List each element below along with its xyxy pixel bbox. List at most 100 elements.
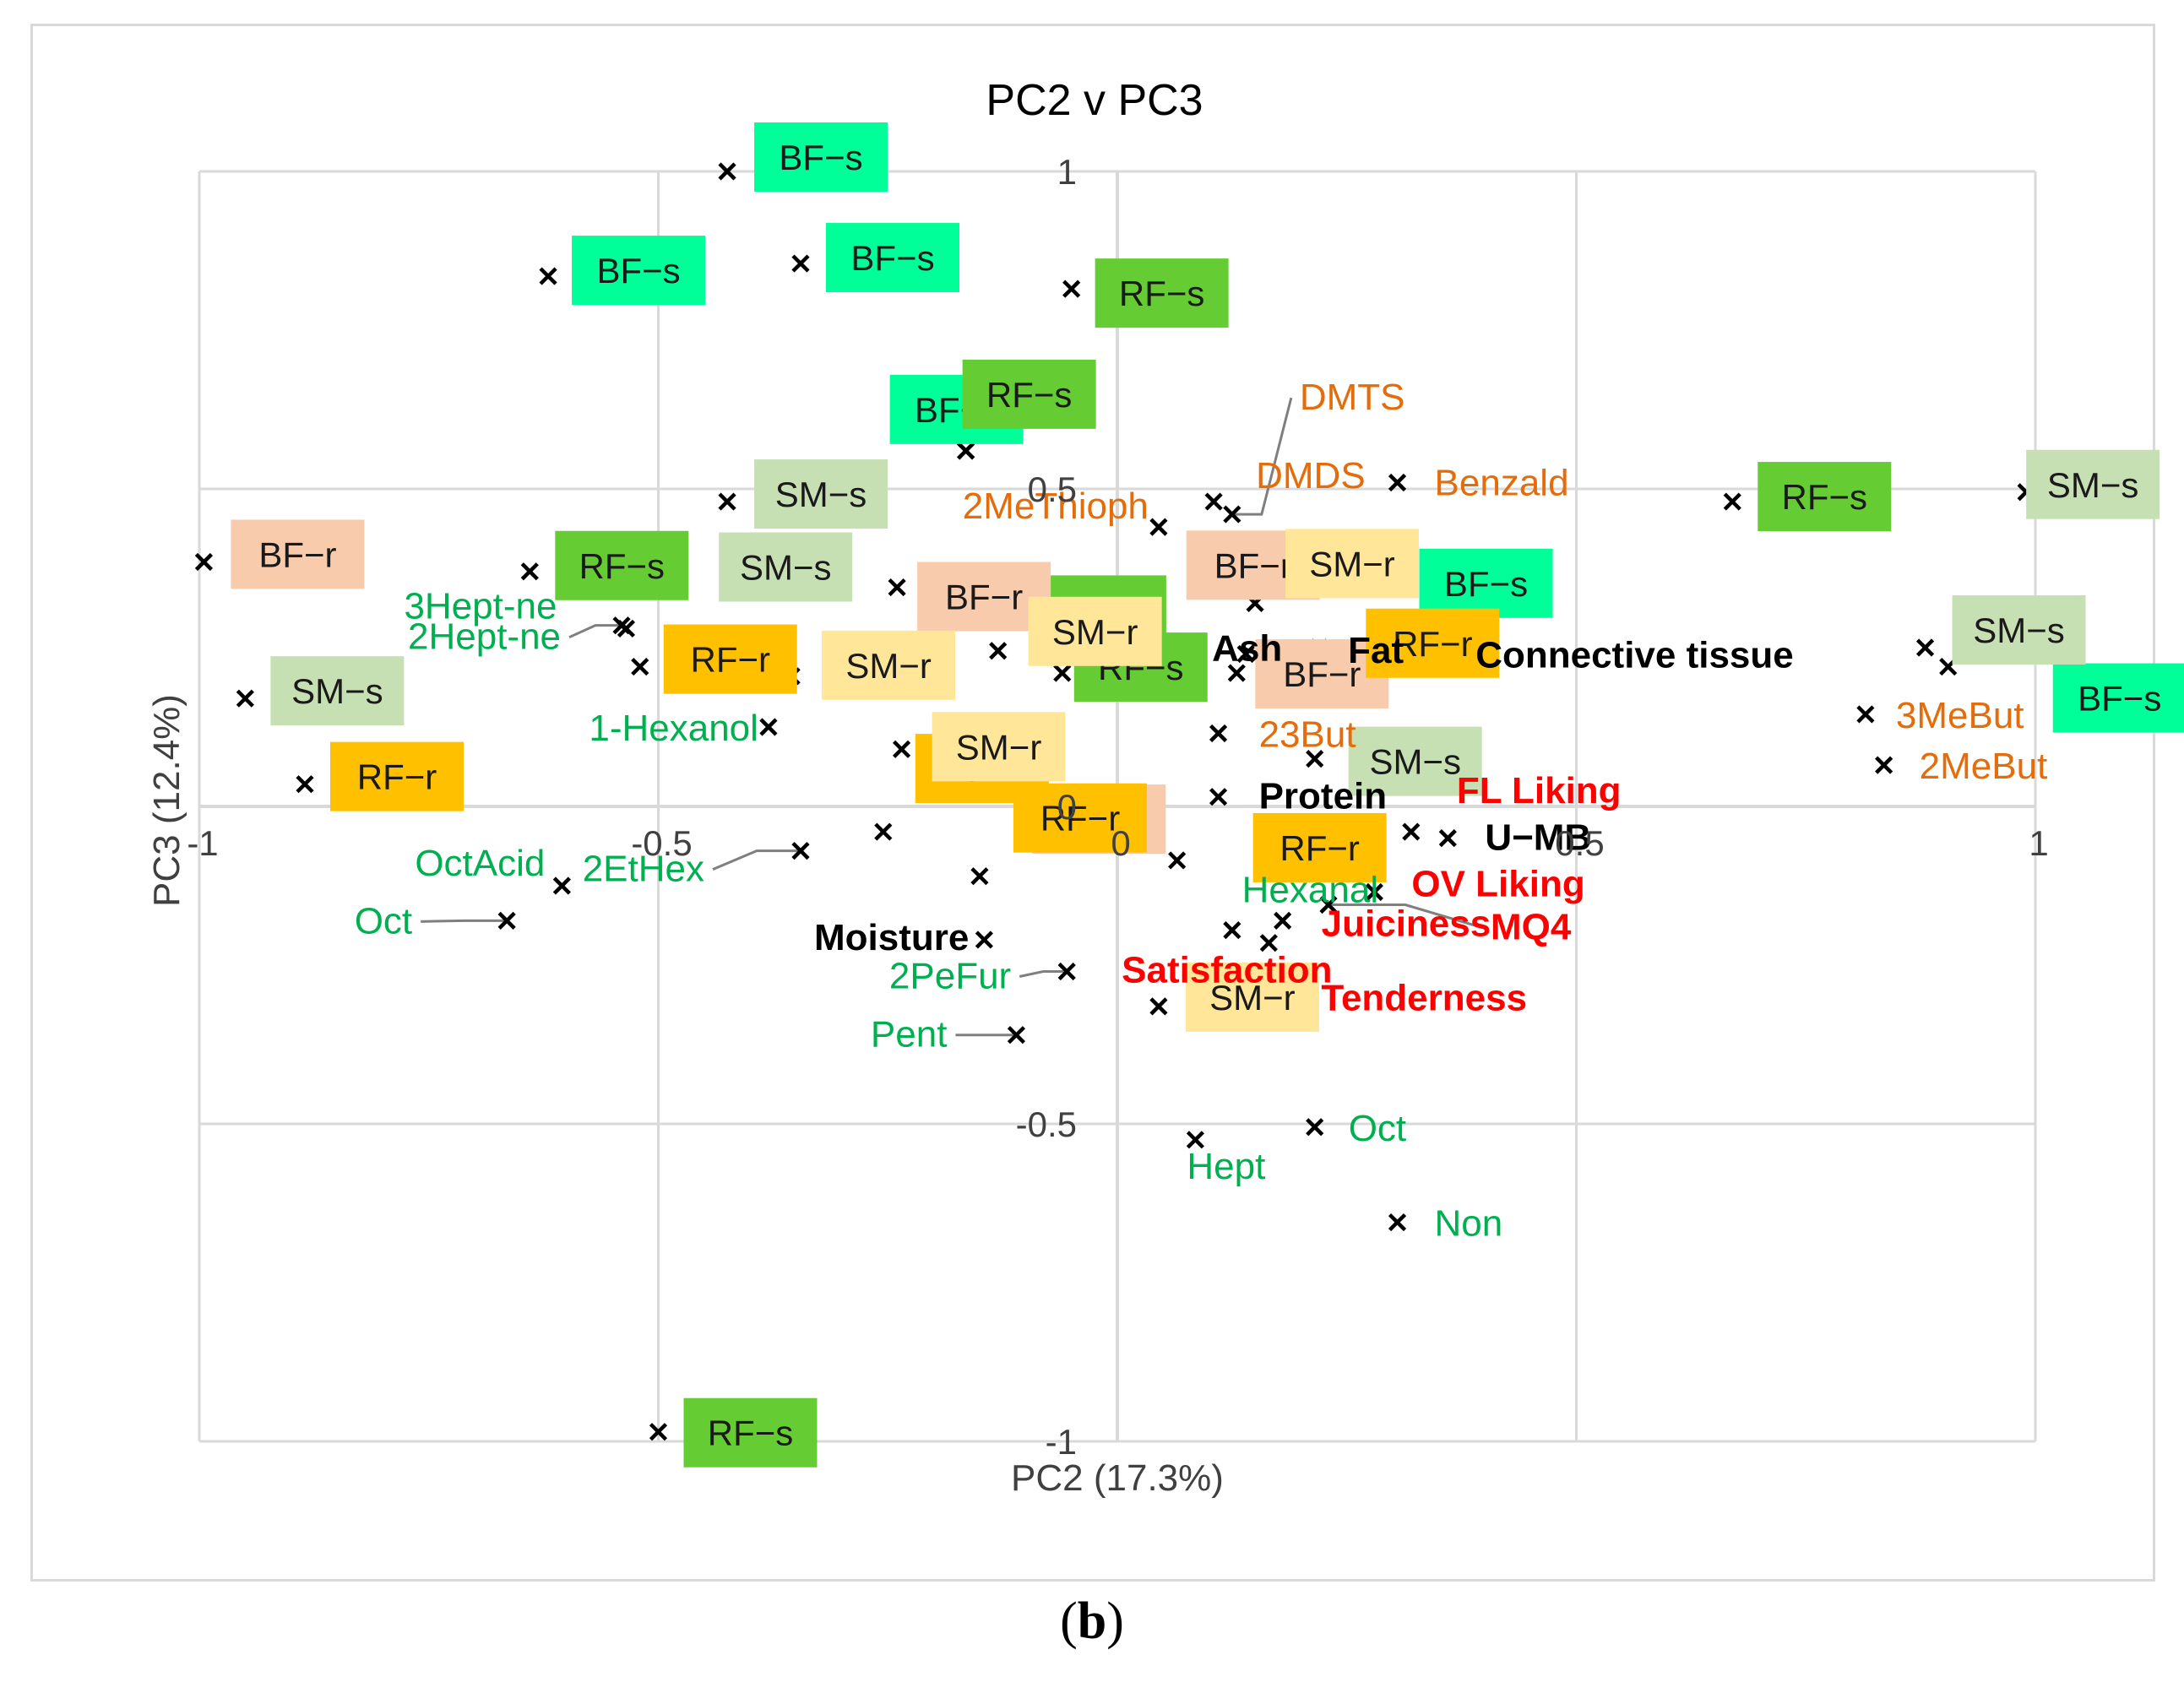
sample-label-text: SM−r — [1052, 612, 1138, 652]
sample-label-box — [1952, 595, 2086, 665]
variable-label-text: Moisture — [814, 917, 969, 958]
marker-non — [1388, 1213, 1407, 1232]
sample-label-text: BF−s — [1444, 564, 1528, 604]
marker-bf-r — [194, 552, 214, 572]
marker-tenderness — [1259, 934, 1278, 952]
marker-sm-r — [989, 642, 1008, 660]
marker-2ethex — [791, 842, 810, 860]
sample-label-sm-r: SM−r — [1185, 962, 1319, 1032]
sample-label-rf-s: RF−s — [683, 1397, 818, 1468]
variable-label-text: FL Liking — [1457, 770, 1622, 811]
sample-label-box — [754, 122, 888, 192]
marker-rf-s — [1053, 664, 1072, 682]
sample-label-box — [1285, 529, 1420, 599]
variable-label-text: DMTS — [1300, 377, 1405, 418]
sample-label-bf-s: BF−s — [572, 236, 706, 306]
variable-label-text: Protein — [1259, 776, 1388, 817]
marker-rf-s — [649, 1423, 668, 1441]
marker-satisfaction — [1223, 921, 1241, 940]
variable-label-text: Satisfaction — [1122, 950, 1332, 991]
sample-label-box — [719, 532, 853, 602]
variable-label-text: 2EtHex — [583, 849, 704, 890]
marker-2mebut — [1875, 756, 1893, 774]
variable-label-2ethex: 2EtHex — [583, 849, 704, 890]
marker-ov-liking — [1365, 882, 1383, 902]
sample-label-text: SM−s — [740, 548, 832, 588]
marker-hept — [1186, 1131, 1204, 1149]
marker-rf-r — [1168, 851, 1187, 870]
variable-label-3hept-ne: 3Hept-ne — [404, 585, 557, 627]
sample-label-sm-r: SM−r — [1285, 529, 1420, 599]
variable-label-23but: 23But — [1259, 714, 1356, 756]
marker-pent — [1007, 1026, 1026, 1045]
sample-label-text: RF−r — [1279, 828, 1360, 868]
y-tick-label: -1 — [1046, 1422, 1077, 1462]
variable-label-text: 23But — [1259, 714, 1356, 756]
sample-label-rf-s: RF−s — [1095, 258, 1229, 328]
sample-label-bf-r: BF−r — [231, 519, 365, 589]
sample-label-box — [663, 624, 797, 694]
sample-label-box — [555, 530, 689, 600]
variable-label-benzald: Benzald — [1435, 462, 1569, 503]
variable-label-tenderness: Tenderness — [1321, 978, 1527, 1019]
sample-label-box — [1185, 962, 1319, 1032]
sample-label-sm-s: SM−s — [719, 532, 853, 602]
variable-label-text: U−MB — [1485, 817, 1591, 859]
leader-line — [1019, 970, 1068, 978]
variable-label-text: DMDS — [1256, 455, 1366, 497]
marker-rf-s — [1062, 279, 1081, 298]
variable-label-text: Non — [1435, 1203, 1503, 1245]
variable-label-text: Fat — [1348, 630, 1404, 671]
y-tick-label: 1 — [1057, 152, 1077, 192]
sample-label-sm-r: SM−r — [932, 712, 1066, 782]
leader-line — [421, 919, 508, 923]
sample-label-box — [270, 656, 405, 726]
variable-label-text: Hept — [1187, 1146, 1265, 1187]
marker-3mebut — [1856, 705, 1875, 724]
variable-label-text: OV Liking — [1411, 864, 1584, 905]
sample-label-box — [932, 712, 1066, 782]
sample-label-rf-r: RF−r — [330, 741, 465, 811]
marker-rf-s — [1723, 492, 1741, 511]
marker-rf-r — [296, 775, 314, 794]
sample-label-bf-s: BF−s — [2052, 663, 2184, 733]
marker-benzald — [1388, 473, 1407, 492]
sample-label-bf-s: BF−s — [825, 223, 959, 293]
variable-label-text: Oct — [1349, 1108, 1406, 1149]
marker-sm-s — [718, 492, 736, 511]
x-tick-label: 0 — [1111, 823, 1130, 863]
x-tick-label: -0.5 — [631, 823, 692, 863]
x-tick-label: 1 — [2029, 823, 2048, 863]
sample-label-box — [1028, 596, 1162, 666]
sample-label-text: BF−s — [2078, 679, 2161, 719]
marker-2pefur — [1057, 962, 1076, 981]
marker-rf-s — [520, 562, 539, 581]
variable-label-2mebut: 2MeBut — [1920, 746, 2048, 787]
y-tick-label: 0.5 — [1028, 469, 1077, 509]
sample-label-text: BF−s — [850, 238, 934, 278]
marker-juiciness — [1274, 911, 1292, 930]
sample-label-text: RF−r — [1393, 624, 1473, 664]
sample-label-box — [2026, 449, 2160, 519]
sample-label-text: RF−s — [1782, 477, 1868, 517]
marker-sm-r — [892, 740, 911, 758]
sample-label-box — [1095, 258, 1229, 328]
marker-sm-s — [1915, 638, 1935, 657]
sample-label-text: SM−r — [1209, 978, 1296, 1017]
variable-label-2pefur: 2PeFur — [889, 956, 1011, 997]
marker-dmds — [1204, 492, 1223, 511]
sample-label-box — [1348, 726, 1482, 796]
sample-label-text: SM−s — [1369, 742, 1461, 782]
variable-label-text: 2MeThioph — [963, 486, 1149, 527]
sample-label-box — [754, 459, 888, 529]
variable-label-dmts: DMTS — [1300, 377, 1405, 418]
sample-label-text: SM−s — [291, 671, 383, 711]
variable-label-text: Ash — [1212, 628, 1282, 670]
marker-23but — [1209, 724, 1228, 743]
marker-sm-s — [236, 689, 254, 708]
marker-1-hexanol — [759, 718, 778, 736]
variable-label-hept: Hept — [1187, 1146, 1265, 1187]
marker-2hept-ne — [612, 616, 631, 635]
variable-label-text: Pent — [871, 1014, 948, 1055]
